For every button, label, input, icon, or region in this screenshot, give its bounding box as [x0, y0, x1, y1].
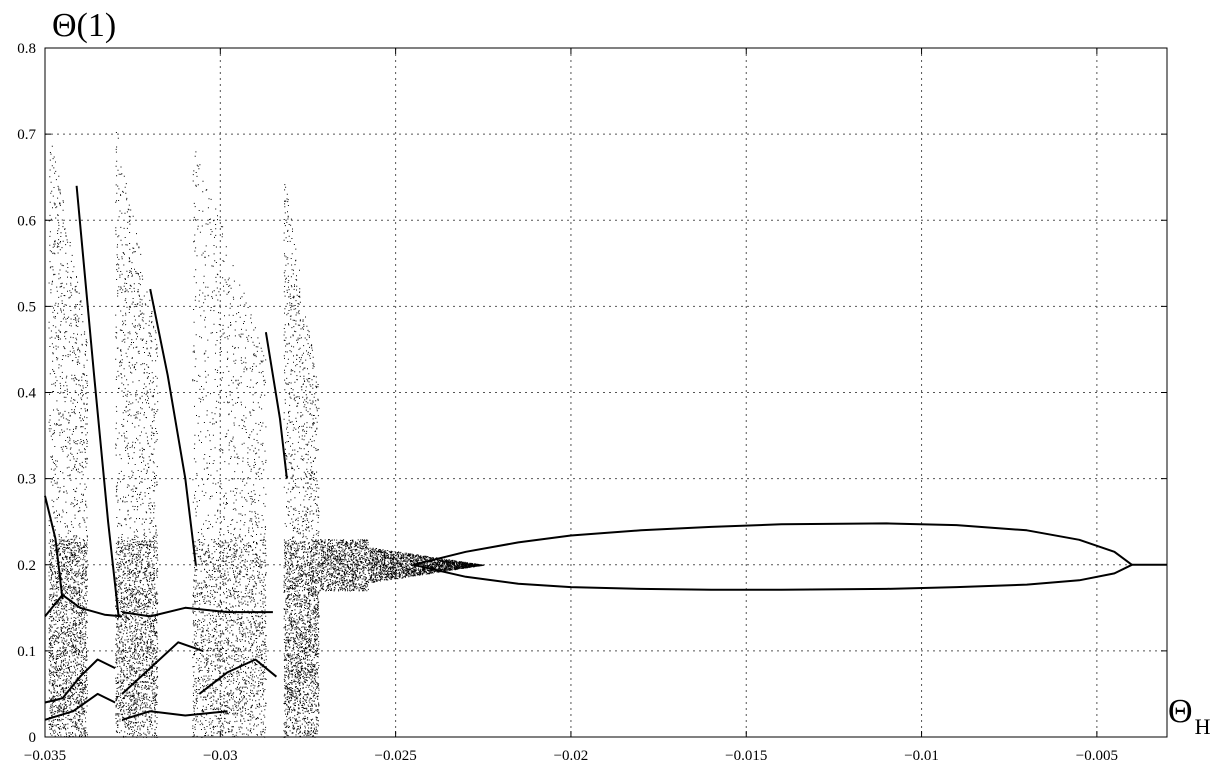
- bubble-lower-branch: [412, 563, 1133, 591]
- axis-ticks: [44, 47, 1167, 738]
- bubble-upper-branch: [412, 522, 1133, 566]
- chaotic-band: [192, 151, 267, 738]
- window-branch-curve: [44, 692, 116, 721]
- x-tick-label: −0.015: [725, 748, 767, 764]
- y-axis-label: Θ(1): [52, 7, 116, 44]
- grid-lines: [45, 48, 1167, 737]
- window-branch-curve: [121, 710, 228, 721]
- bifurcation-curves: [44, 185, 1167, 721]
- chaotic-points: [283, 184, 320, 738]
- x-tick-label: −0.035: [24, 748, 66, 764]
- y-tick-label: 0.3: [17, 472, 36, 488]
- window-branch-curve: [198, 658, 278, 695]
- chaotic-band: [115, 132, 159, 738]
- y-tick-label: 0.8: [17, 41, 36, 57]
- window-branch-curve: [75, 185, 120, 617]
- y-tick-label: 0.1: [17, 644, 36, 660]
- chaotic-band: [283, 184, 320, 738]
- window-branch-curve: [44, 658, 116, 704]
- x-tick-label: −0.025: [375, 748, 417, 764]
- window-branch-curve: [121, 606, 273, 618]
- y-tick-label: 0.4: [17, 386, 36, 402]
- window-branch-curve: [121, 641, 204, 695]
- x-axis-label-main: Θ: [1168, 693, 1193, 730]
- x-tick-label: −0.02: [554, 748, 589, 764]
- chaotic-points: [318, 539, 485, 592]
- chaotic-points: [115, 132, 159, 738]
- chaotic-band: [48, 145, 88, 738]
- x-axis-label: ΘH: [1168, 693, 1211, 739]
- x-tick-label: −0.03: [203, 748, 238, 764]
- x-axis-label-subscript: H: [1195, 714, 1211, 739]
- chaotic-points: [48, 145, 88, 738]
- x-tick-label: −0.005: [1076, 748, 1118, 764]
- chaotic-band: [318, 539, 485, 592]
- y-tick-labels: 0 0.1 0.2 0.3 0.4 0.5 0.6 0.7 0.8: [17, 41, 36, 746]
- y-tick-label: 0.6: [17, 213, 36, 229]
- y-tick-label: 0: [29, 730, 37, 746]
- window-branch-curve: [44, 495, 64, 600]
- y-tick-label: 0.5: [17, 299, 36, 315]
- chaotic-points: [192, 151, 267, 738]
- y-tick-label: 0.2: [17, 558, 36, 574]
- x-tick-labels: −0.035 −0.03 −0.025 −0.02 −0.015 −0.01 −0.005: [24, 748, 1118, 764]
- window-branch-curve: [44, 593, 123, 618]
- chaotic-region-points: [48, 132, 485, 738]
- window-branch-curve: [264, 332, 288, 479]
- x-tick-label: −0.01: [904, 748, 939, 764]
- y-tick-label: 0.7: [17, 127, 36, 143]
- window-branch-curve: [149, 288, 197, 565]
